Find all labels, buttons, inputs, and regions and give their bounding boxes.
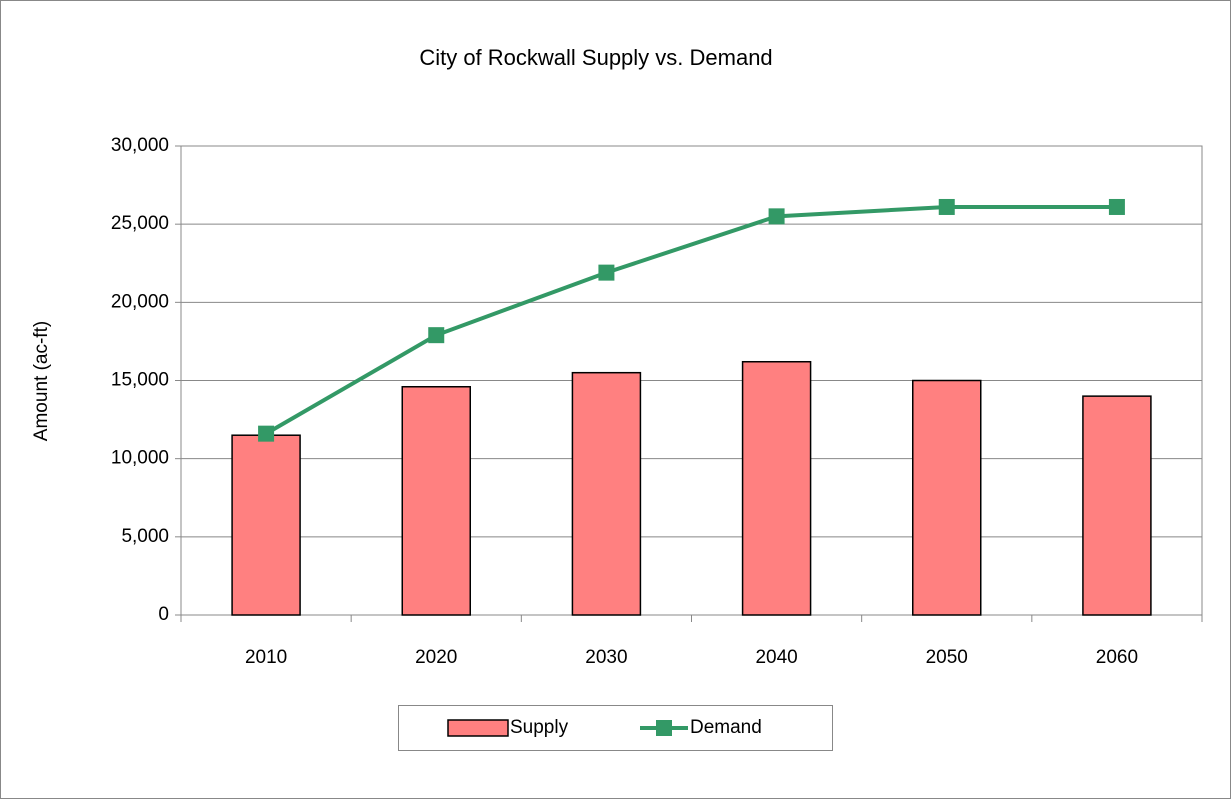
point: [598, 264, 615, 281]
x-tick-label: 2020: [415, 647, 457, 668]
bar: [231, 434, 301, 616]
y-tick-label: 30,000: [111, 135, 169, 156]
point: [258, 425, 275, 442]
y-tick-label: 5,000: [121, 526, 169, 547]
chart-title: City of Rockwall Supply vs. Demand: [419, 45, 772, 70]
point: [938, 198, 955, 215]
legend-swatch: [447, 719, 509, 737]
legend-label: Demand: [690, 717, 762, 738]
point: [428, 327, 445, 344]
x-tick-label: 2010: [245, 647, 287, 668]
x-tick-label: 2030: [585, 647, 627, 668]
y-tick-label: 25,000: [111, 213, 169, 234]
y-tick-label: 10,000: [111, 448, 169, 469]
bar: [401, 386, 471, 616]
bar: [912, 379, 982, 616]
bar: [571, 371, 642, 616]
legend-marker: [656, 720, 672, 736]
point: [1108, 198, 1125, 215]
y-axis-label: Amount (ac-ft): [31, 321, 52, 441]
x-tick-label: 2060: [1096, 647, 1138, 668]
x-tick-label: 2040: [755, 647, 797, 668]
x-tick-label: 2050: [926, 647, 968, 668]
y-tick-label: 15,000: [111, 370, 169, 391]
y-tick-label: 20,000: [111, 291, 169, 312]
line: [265, 204, 1117, 436]
point: [768, 208, 785, 225]
bar: [1082, 395, 1152, 616]
y-tick-label: 0: [158, 604, 169, 625]
bar: [741, 360, 812, 616]
legend-label: Supply: [510, 717, 569, 738]
